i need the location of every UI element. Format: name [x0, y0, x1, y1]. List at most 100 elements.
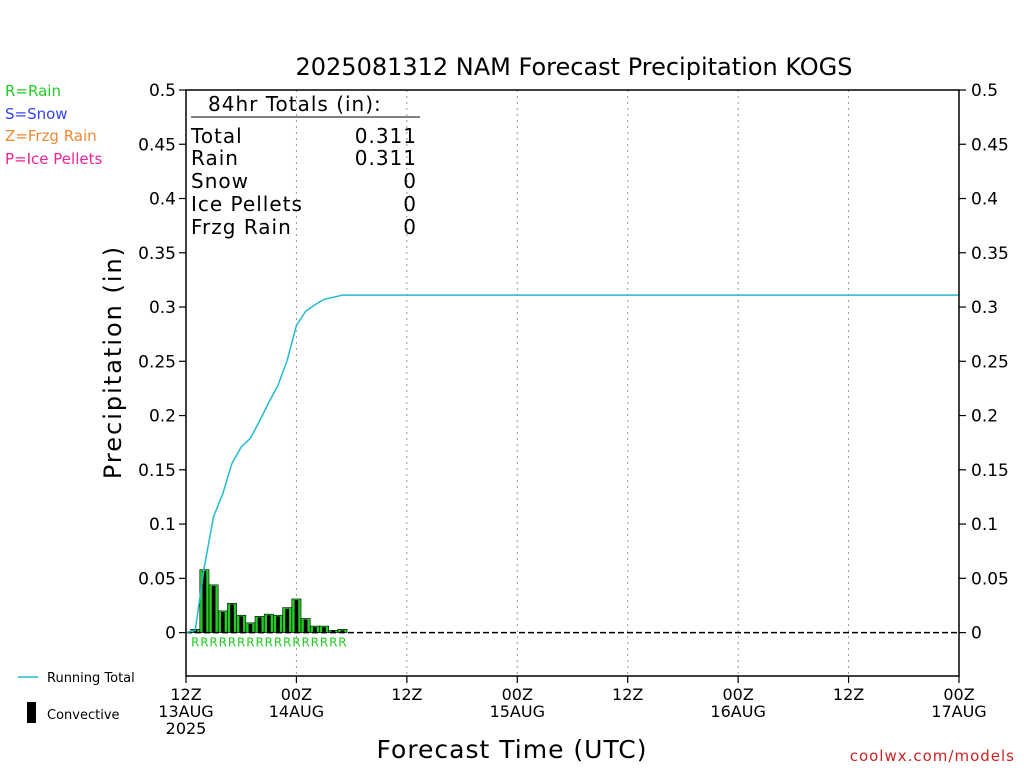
y-tick-label-right: 0.45 — [971, 135, 1009, 155]
precip-type-label: R — [246, 636, 254, 650]
y-tick-label-left: 0.05 — [138, 569, 176, 589]
footer-credit: coolwx.com/models — [850, 747, 1015, 765]
convective-bar — [257, 617, 262, 633]
precip-type-label: R — [283, 636, 291, 650]
totals-label-snow: Snow — [191, 169, 249, 193]
y-axis-left: 0 0.05 0.1 0.15 0.2 0.25 0.3 0.35 0.4 0.45 0.5 — [138, 81, 186, 644]
x-tick-label: 16AUG — [710, 702, 765, 721]
x-tick-label: 12Z — [833, 685, 864, 704]
legend-freezing-rain: Z=Frzg Rain — [5, 127, 97, 145]
y-tick-label-left: 0.3 — [149, 298, 176, 318]
convective-bar — [248, 623, 253, 633]
y-tick-label-right: 0.35 — [971, 244, 1009, 264]
precip-type-label: R — [237, 636, 245, 650]
totals-value-snow: 0 — [403, 169, 417, 193]
convective-bar — [312, 627, 317, 633]
precip-type-label: R — [329, 636, 337, 650]
y-tick-label-left: 0.35 — [138, 244, 176, 264]
x-tick-label: 12Z — [391, 685, 422, 704]
precip-type-label: R — [228, 636, 236, 650]
totals-label-rain: Rain — [191, 146, 239, 170]
chart-title: 2025081312 NAM Forecast Precipitation KO… — [295, 53, 852, 81]
precip-type-label: R — [265, 636, 273, 650]
convective-bar — [294, 600, 299, 633]
running-total-legend-label: Running Total — [47, 671, 135, 686]
y-axis-right: 0 0.05 0.1 0.15 0.2 0.25 0.3 0.35 0.4 0.45 0.5 — [959, 81, 1009, 644]
precip-type-label: R — [200, 636, 208, 650]
legend-ice-pellets: P=Ice Pellets — [5, 150, 102, 168]
y-tick-label-right: 0.5 — [971, 81, 998, 101]
precip-type-legend: R=Rain S=Snow Z=Frzg Rain P=Ice Pellets — [5, 82, 102, 168]
convective-bar — [220, 611, 225, 633]
precip-type-label: R — [274, 636, 282, 650]
precip-type-label: R — [311, 636, 319, 650]
precip-type-label: R — [255, 636, 263, 650]
convective-bar — [276, 616, 280, 633]
y-tick-label-right: 0.25 — [971, 352, 1009, 372]
x-tick-label: 00Z — [722, 685, 753, 704]
precip-type-label: R — [209, 636, 217, 650]
y-tick-label-left: 0.45 — [138, 135, 176, 155]
x-tick-label: 13AUG — [158, 702, 213, 721]
y-tick-label-left: 0.4 — [149, 190, 176, 210]
totals-value-frzg-rain: 0 — [403, 215, 417, 239]
precip-type-label: R — [292, 636, 300, 650]
y-tick-label-right: 0 — [971, 624, 982, 644]
totals-value-rain: 0.311 — [355, 146, 417, 170]
totals-header: 84hr Totals (in): — [208, 92, 382, 116]
convective-bar — [285, 608, 290, 633]
precip-type-label: R — [191, 636, 199, 650]
precip-type-label: R — [320, 636, 328, 650]
legend-rain: R=Rain — [5, 82, 61, 100]
totals-box: 84hr Totals (in): Total 0.311 Rain 0.311… — [190, 92, 420, 239]
legend-snow: S=Snow — [5, 105, 68, 123]
convective-bar — [266, 615, 271, 633]
series-legend: Running Total Convective — [18, 671, 135, 723]
x-tick-label: 15AUG — [490, 702, 545, 721]
y-tick-label-right: 0.2 — [971, 407, 998, 427]
y-tick-label-left: 0.1 — [149, 515, 176, 535]
y-tick-label-right: 0.05 — [971, 569, 1009, 589]
y-tick-label-left: 0.5 — [149, 81, 176, 101]
convective-bars — [193, 570, 345, 633]
y-axis-label: Precipitation (in) — [99, 245, 127, 479]
y-tick-label-right: 0.3 — [971, 298, 998, 318]
y-tick-label-right: 0.1 — [971, 515, 998, 535]
precip-type-label: R — [219, 636, 227, 650]
y-tick-label-left: 0.25 — [138, 352, 176, 372]
x-tick-label: 17AUG — [931, 702, 986, 721]
totals-value-total: 0.311 — [355, 124, 417, 148]
y-tick-label-left: 0.15 — [138, 461, 176, 481]
x-tick-label: 00Z — [943, 685, 974, 704]
totals-label-ice-pellets: Ice Pellets — [191, 192, 303, 216]
convective-bar — [303, 619, 308, 633]
convective-bar — [239, 616, 244, 633]
y-tick-label-right: 0.15 — [971, 461, 1009, 481]
convective-swatch — [27, 702, 36, 723]
totals-label-frzg-rain: Frzg Rain — [191, 215, 292, 239]
x-axis-label: Forecast Time (UTC) — [377, 735, 648, 764]
x-tick-label: 2025 — [166, 719, 207, 738]
totals-value-ice-pellets: 0 — [403, 192, 417, 216]
convective-bar — [322, 627, 326, 633]
precip-type-label: R — [338, 636, 346, 650]
vertical-gridlines — [295, 90, 850, 676]
y-tick-label-left: 0 — [165, 624, 176, 644]
convective-bar — [340, 630, 345, 633]
x-tick-label: 12Z — [612, 685, 643, 704]
x-tick-label: 12Z — [170, 685, 201, 704]
running-total-line — [185, 294, 959, 634]
convective-legend-label: Convective — [47, 708, 120, 723]
y-tick-label-right: 0.4 — [971, 190, 998, 210]
plot-frame — [185, 89, 960, 677]
y-tick-label-left: 0.2 — [149, 407, 176, 427]
convective-bar — [211, 585, 216, 633]
convective-bar — [202, 570, 207, 633]
totals-label-total: Total — [190, 124, 243, 148]
precip-type-label: R — [301, 636, 309, 650]
x-tick-label: 14AUG — [269, 702, 324, 721]
x-tick-label: 00Z — [502, 685, 533, 704]
